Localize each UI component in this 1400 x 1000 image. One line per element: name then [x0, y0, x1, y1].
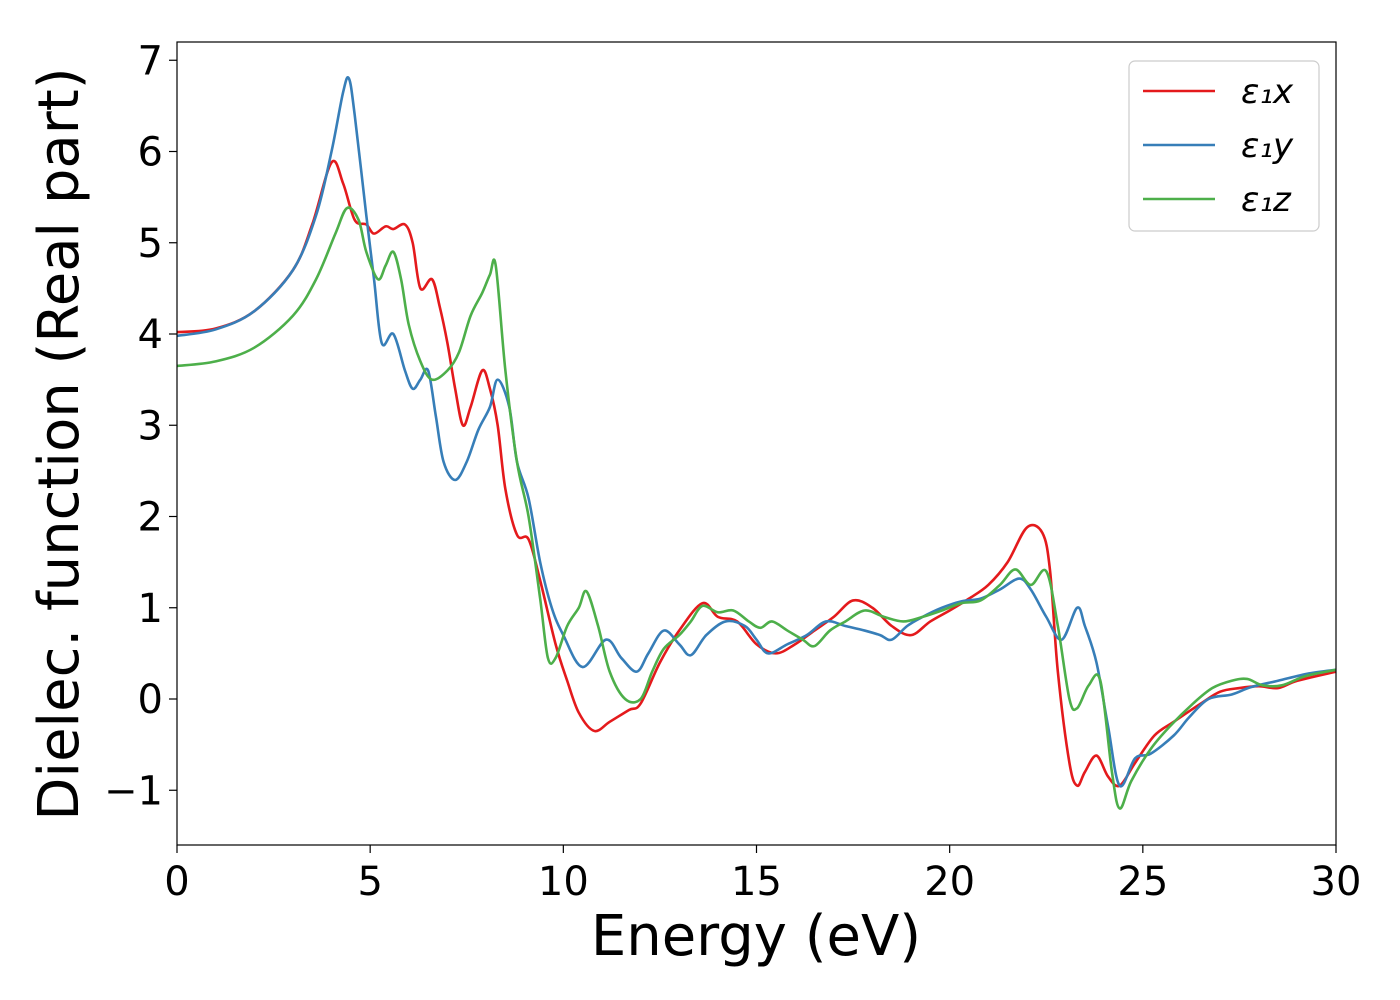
legend-label: ε₁z [1241, 180, 1292, 220]
legend-label: ε₁y [1241, 126, 1294, 166]
y-tick-label: 6 [138, 130, 163, 176]
series-line-e1y [177, 76, 1336, 788]
y-tick-label: −1 [104, 768, 163, 814]
x-tick-label: 10 [538, 859, 589, 905]
y-tick-label: 4 [138, 312, 163, 358]
x-tick-label: 15 [731, 859, 782, 905]
y-tick-label: 5 [138, 221, 163, 267]
series-layer [177, 76, 1336, 810]
y-tick-label: 7 [138, 38, 163, 84]
series-line-e1x [177, 159, 1336, 788]
x-tick-label: 25 [1117, 859, 1168, 905]
y-axis-ticks: −1 0 1 2 3 4 5 6 7 [104, 38, 177, 814]
x-tick-label: 5 [357, 859, 382, 905]
y-axis-label: Dielec. function (Real part) [27, 67, 92, 820]
y-tick-label: 3 [138, 403, 163, 449]
x-axis-label: Energy (eV) [591, 904, 921, 969]
x-axis-ticks: 0 5 10 15 20 25 30 [164, 845, 1361, 905]
x-tick-label: 20 [924, 859, 975, 905]
series-line-e1z [177, 206, 1336, 810]
y-tick-label: 2 [138, 495, 163, 541]
x-tick-label: 30 [1311, 859, 1362, 905]
legend-label: ε₁x [1241, 72, 1294, 112]
x-tick-label: 0 [164, 859, 189, 905]
y-tick-label: 1 [138, 586, 163, 632]
legend-box [1128, 60, 1320, 232]
legend: ε₁x ε₁y ε₁z [1128, 60, 1320, 232]
y-tick-label: 0 [138, 677, 163, 723]
